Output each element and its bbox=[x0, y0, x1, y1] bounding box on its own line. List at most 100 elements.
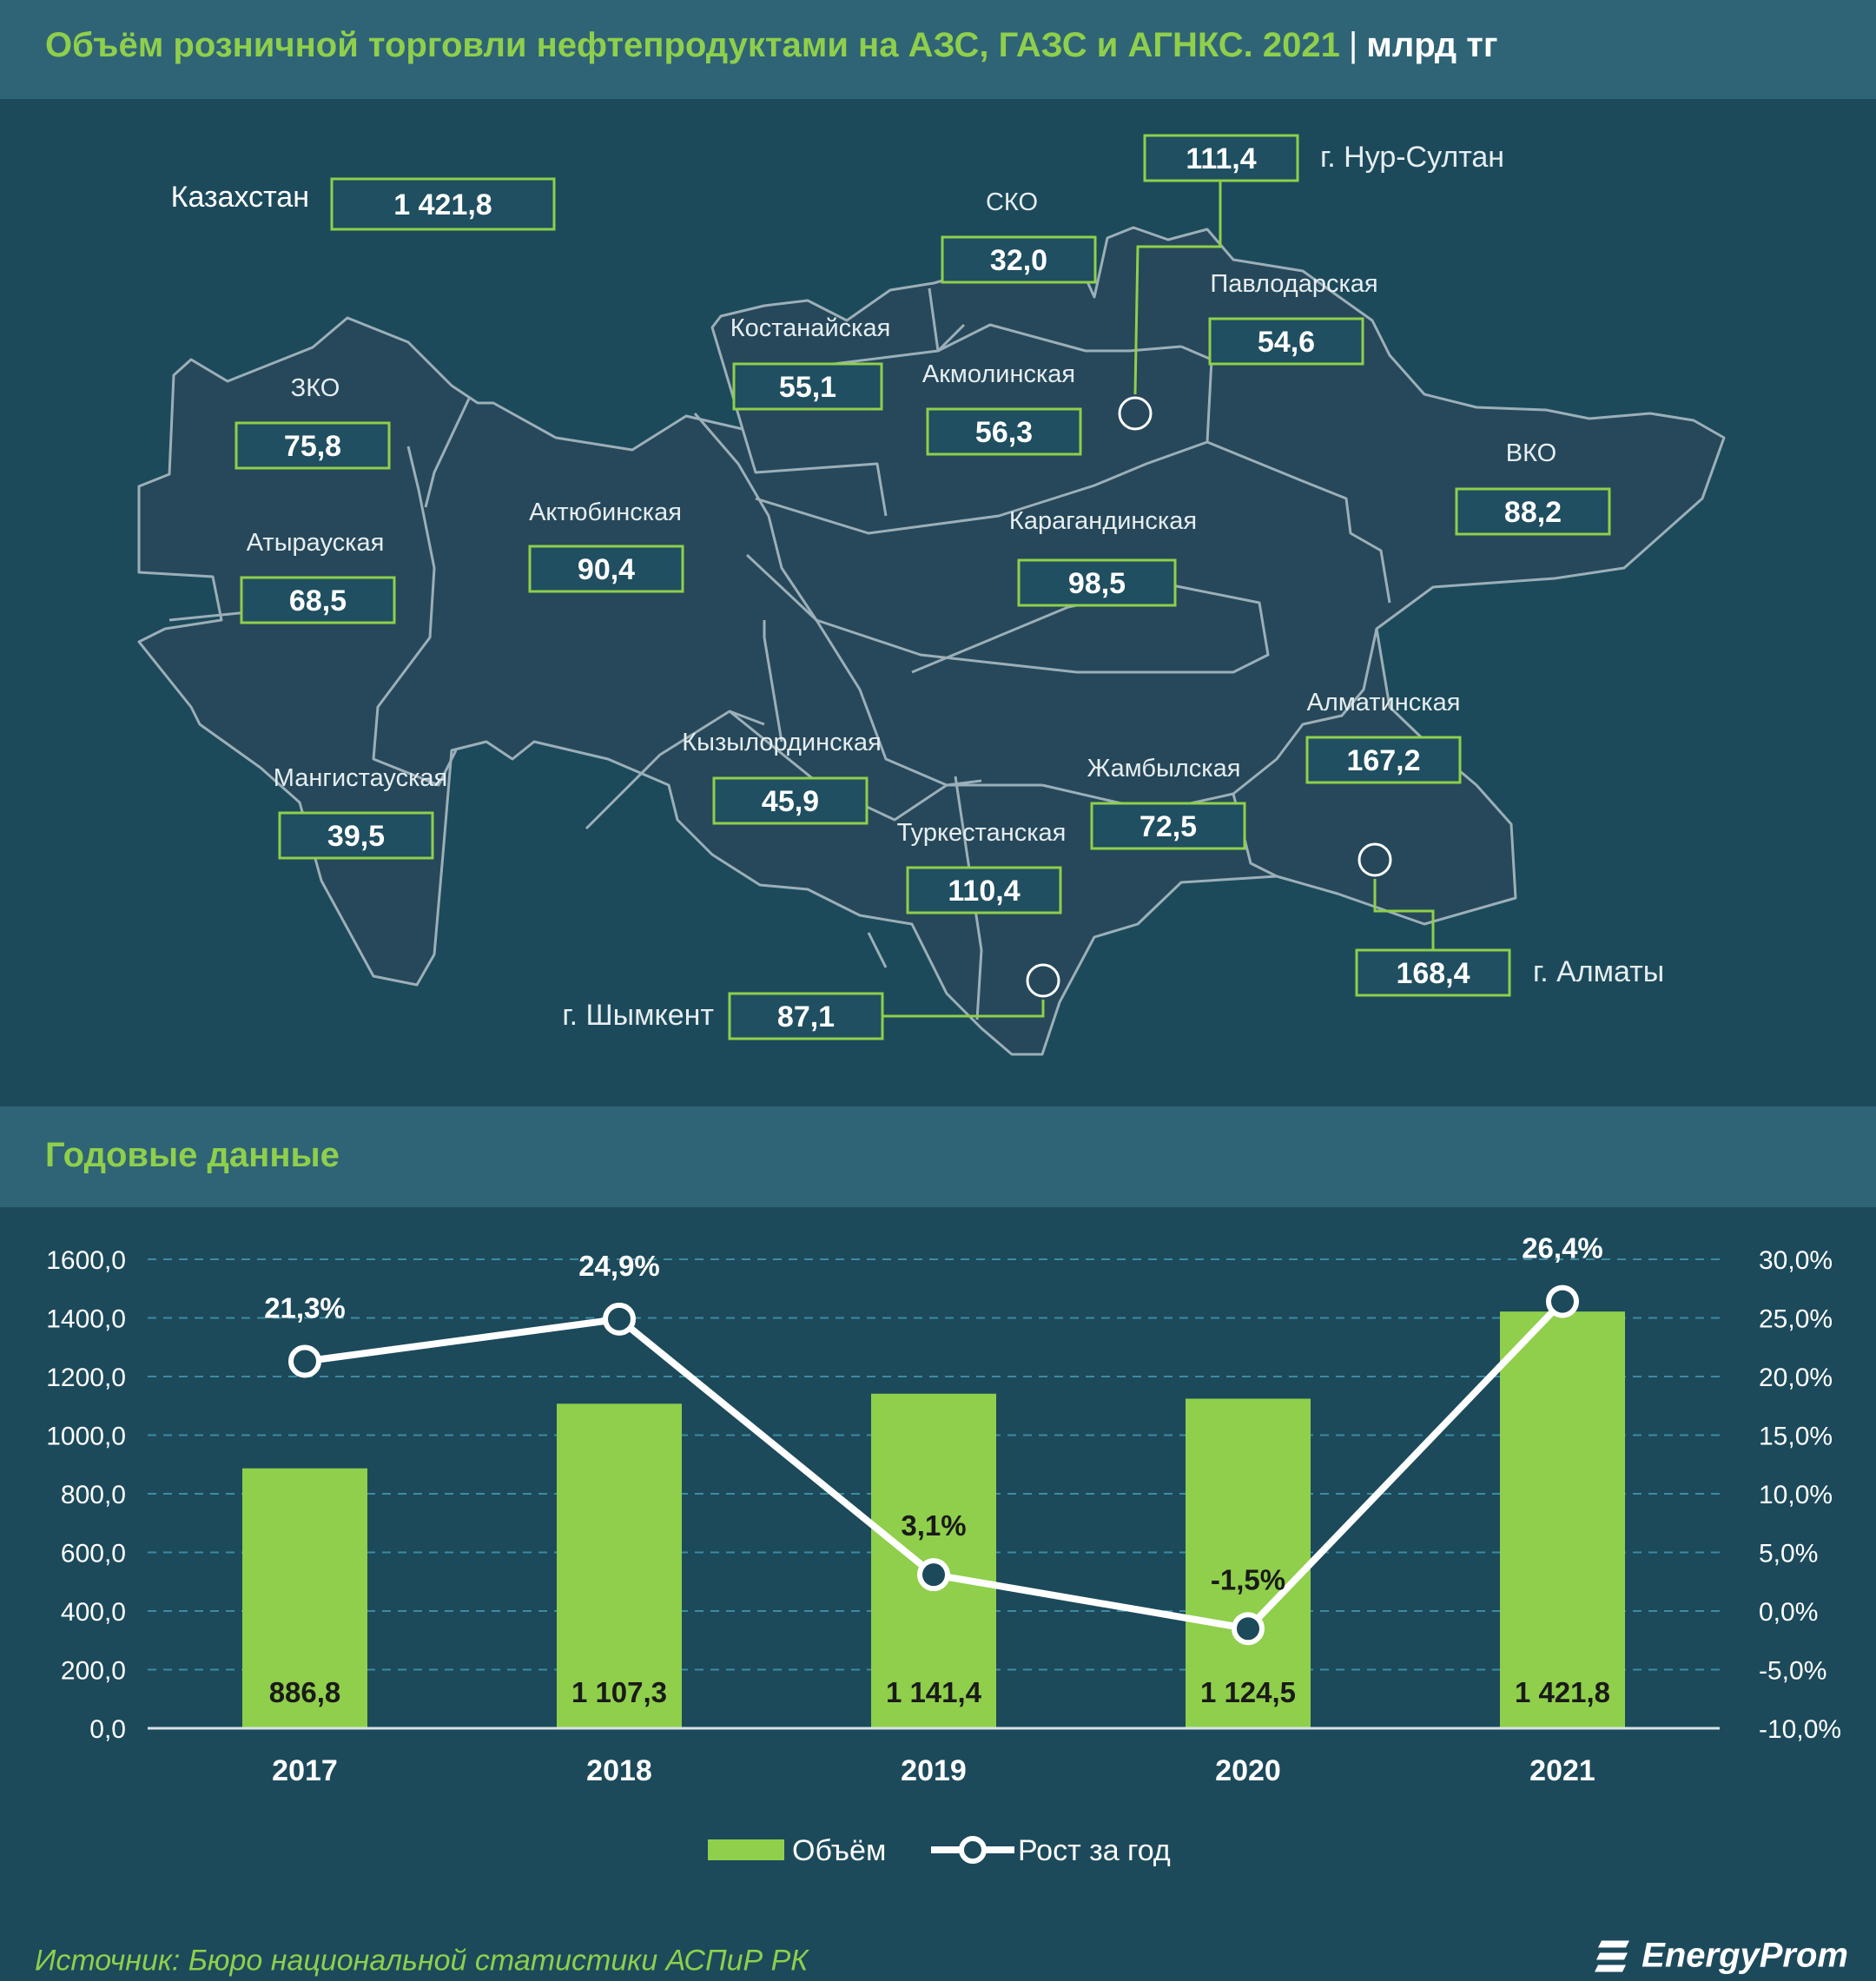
energyprom-logo-icon bbox=[1595, 1940, 1630, 1971]
region-name: СКО bbox=[986, 188, 1038, 216]
region-name: Актюбинская bbox=[529, 499, 682, 526]
growth-label: 26,4% bbox=[1522, 1232, 1603, 1265]
legend-line-marker bbox=[959, 1836, 987, 1864]
region-value: 39,5 bbox=[327, 820, 385, 853]
city-name: г. Нур-Султан bbox=[1320, 141, 1504, 174]
region-name: Атырауская bbox=[247, 529, 385, 557]
y-left-tick: 400,0 bbox=[61, 1598, 126, 1627]
city-box bbox=[728, 992, 884, 1040]
region-value: 98,5 bbox=[1068, 567, 1126, 600]
kazakhstan-label: Казахстан bbox=[171, 181, 309, 214]
region-name: Туркестанская bbox=[897, 819, 1067, 847]
title-unit: млрд тг bbox=[1366, 26, 1498, 64]
map-labels: Казахстан 1 421,8 ЗКО 75,8 Атырауская 68,5 Ман… bbox=[171, 134, 1664, 1040]
y-right-tick: 10,0% bbox=[1759, 1481, 1833, 1509]
growth-point bbox=[1546, 1284, 1579, 1318]
region-box bbox=[732, 362, 883, 411]
y-left-tick: 0,0 bbox=[89, 1715, 126, 1744]
region-name: ВКО bbox=[1506, 439, 1556, 467]
page-title-text: Объём розничной торговли нефтепродуктами… bbox=[45, 26, 1340, 64]
region-box bbox=[1208, 317, 1364, 366]
region-value: 55,1 bbox=[779, 371, 836, 404]
region-box bbox=[1455, 487, 1611, 536]
city-value: 168,4 bbox=[1396, 957, 1470, 990]
region-value: 32,0 bbox=[990, 244, 1047, 277]
y-left-tick: 800,0 bbox=[61, 1481, 126, 1509]
y-right-tick: -10,0% bbox=[1759, 1715, 1841, 1744]
legend-line-label: Рост за год bbox=[1018, 1834, 1171, 1867]
y-left-tick: 1600,0 bbox=[46, 1246, 126, 1275]
chart-bars bbox=[242, 1311, 1625, 1728]
region-value: 45,9 bbox=[762, 785, 819, 818]
region-value: 90,4 bbox=[578, 553, 635, 586]
y-left-tick: 1400,0 bbox=[46, 1305, 126, 1334]
y-right-tick: 30,0% bbox=[1759, 1246, 1833, 1275]
city-marker bbox=[1026, 963, 1060, 998]
region-borders bbox=[168, 287, 1391, 1020]
city-box bbox=[1355, 948, 1511, 997]
bar-2018 bbox=[557, 1403, 682, 1728]
region-value: 110,4 bbox=[948, 875, 1020, 908]
y-left-tick: 600,0 bbox=[61, 1540, 126, 1568]
city-value: 87,1 bbox=[777, 1000, 835, 1033]
x-tick-label: 2020 bbox=[1215, 1754, 1281, 1787]
bar-label: 1 141,4 bbox=[886, 1676, 982, 1708]
growth-point bbox=[917, 1558, 950, 1592]
city-name: г. Шымкент bbox=[562, 999, 714, 1032]
region-box bbox=[926, 407, 1082, 456]
y-left-tick: 200,0 bbox=[61, 1657, 126, 1686]
region-box bbox=[1090, 802, 1246, 850]
bar-label: 886,8 bbox=[269, 1676, 341, 1708]
chart-bar-labels: 886,8 1 107,3 1 141,4 1 124,5 1 421,8 bbox=[269, 1676, 1610, 1708]
kazakhstan-total-value: 1 421,8 bbox=[393, 188, 492, 221]
y-left-tick: 1000,0 bbox=[46, 1423, 126, 1451]
region-name: Жамбылская bbox=[1087, 755, 1241, 782]
region-name: Мангистауская bbox=[274, 764, 448, 792]
x-tick-label: 2018 bbox=[586, 1754, 652, 1787]
map-connectors bbox=[882, 181, 1435, 1018]
bar-label: 1 107,3 bbox=[571, 1676, 667, 1708]
region-name: Алматинская bbox=[1307, 689, 1461, 716]
region-box bbox=[1017, 558, 1177, 607]
growth-point bbox=[603, 1302, 636, 1336]
footer-band bbox=[0, 1907, 1876, 1981]
subtitle-band bbox=[0, 1106, 1876, 1207]
legend-bar-swatch bbox=[708, 1839, 784, 1860]
y-right-tick: 25,0% bbox=[1759, 1305, 1833, 1334]
region-box bbox=[712, 776, 869, 825]
city-connector-line bbox=[1373, 879, 1435, 950]
y-right-tick: 15,0% bbox=[1759, 1423, 1833, 1451]
city-connector-line bbox=[1133, 181, 1222, 395]
y-left-tick: 1200,0 bbox=[46, 1364, 126, 1392]
y-right-tick: -5,0% bbox=[1759, 1657, 1826, 1686]
region-name: Акмолинская bbox=[922, 360, 1075, 388]
city-marker bbox=[1118, 396, 1153, 431]
x-tick-label: 2021 bbox=[1529, 1754, 1595, 1787]
region-box bbox=[528, 545, 684, 593]
region-value: 54,6 bbox=[1258, 326, 1315, 359]
chart-growth-line: 21,3% 24,9% 3,1% -1,5% 26,4% bbox=[264, 1232, 1603, 1646]
region-value: 72,5 bbox=[1139, 810, 1197, 843]
section-subtitle: Годовые данные bbox=[45, 1136, 340, 1174]
region-box bbox=[941, 235, 1097, 284]
legend-bar-label: Объём bbox=[792, 1834, 886, 1867]
region-box bbox=[234, 421, 391, 470]
region-name: ЗКО bbox=[291, 374, 340, 402]
city-connector-line bbox=[882, 1000, 1045, 1018]
city-marker bbox=[1357, 842, 1392, 877]
bar-label: 1 124,5 bbox=[1200, 1676, 1296, 1708]
region-value: 68,5 bbox=[289, 584, 347, 617]
region-name: Костанайская bbox=[730, 314, 891, 342]
region-value: 88,2 bbox=[1504, 496, 1562, 529]
region-box bbox=[240, 576, 396, 624]
region-box bbox=[906, 866, 1062, 915]
city-box bbox=[1143, 134, 1299, 182]
bar-2021 bbox=[1500, 1311, 1625, 1728]
map-regions bbox=[137, 226, 1726, 1056]
bar-2017 bbox=[242, 1468, 367, 1728]
city-name: г. Алматы bbox=[1533, 955, 1664, 988]
brand-logo: EnergyProm bbox=[1595, 1937, 1848, 1976]
region-value: 56,3 bbox=[975, 416, 1033, 449]
chart-legend: Объём Рост за год bbox=[708, 1834, 1171, 1867]
